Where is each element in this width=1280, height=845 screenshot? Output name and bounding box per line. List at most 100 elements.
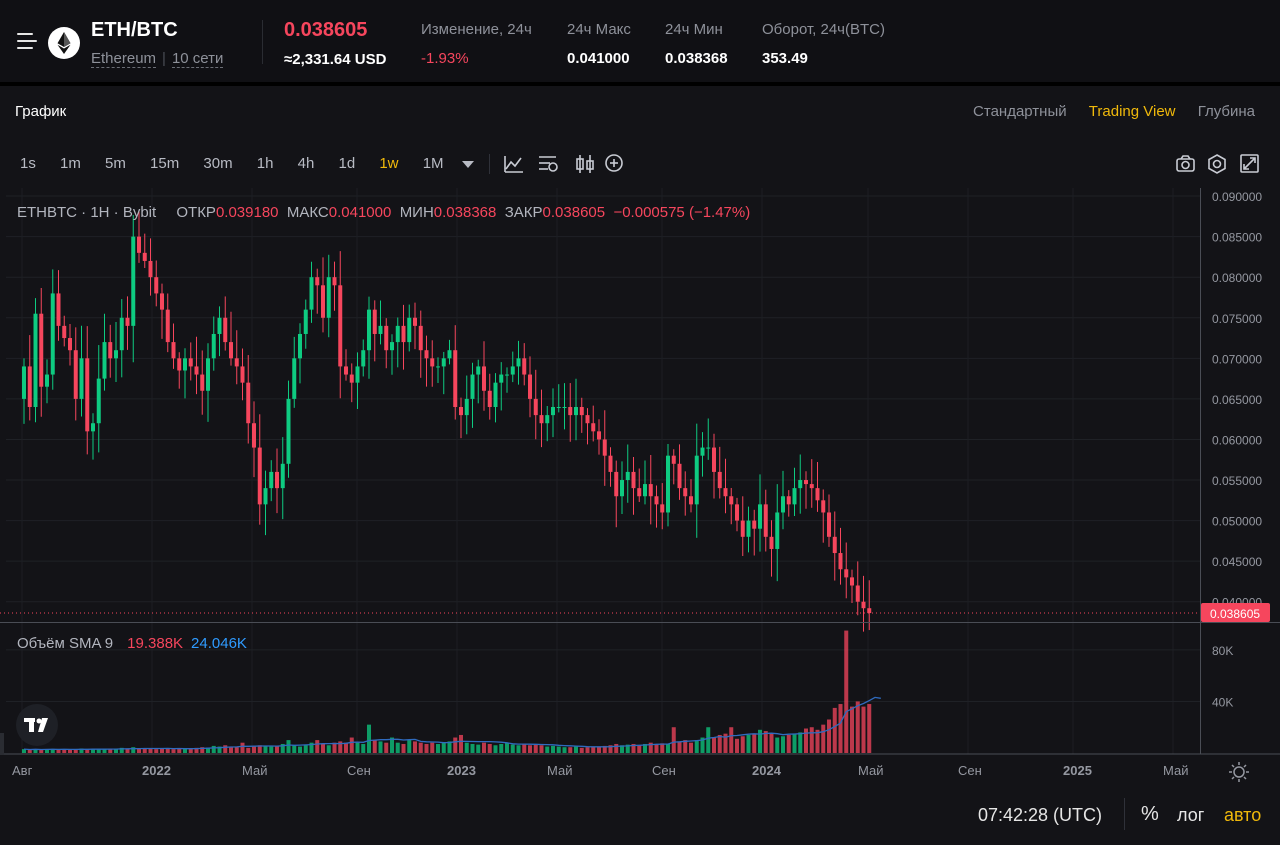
volume-bar: [677, 741, 682, 753]
volume-bar: [648, 742, 653, 753]
time-tick-label: Авг: [12, 763, 33, 778]
volume-bar: [206, 747, 210, 753]
add-indicator-icon[interactable]: [605, 154, 623, 172]
candle-body: [562, 407, 567, 408]
candle-body: [344, 366, 348, 375]
view-standard[interactable]: Стандартный: [973, 103, 1067, 120]
volume-bar: [597, 746, 601, 753]
toolbar-divider: [489, 154, 490, 174]
last-price-label: 0.038605: [1210, 607, 1260, 621]
volume-bar: [855, 701, 860, 753]
stat-high-24h: 24ч Макс 0.041000: [567, 21, 631, 67]
volume-bar: [482, 742, 486, 753]
candle-body: [39, 313, 44, 387]
timeframe-1M[interactable]: 1M: [422, 155, 444, 172]
volume-bar: [533, 743, 538, 753]
volume-bar: [298, 746, 302, 753]
chart-axes: 0.090000 0.085000 0.080000 0.075000 0.070000…: [0, 188, 1280, 778]
chart-view-switcher: Стандартный Trading View Глубина: [955, 103, 1255, 120]
volume-bar: [332, 742, 337, 753]
stat-change-24h: Изменение, 24ч -1.93%: [421, 21, 532, 67]
timeframe-1h[interactable]: 1h: [256, 155, 274, 172]
volume-bar: [499, 743, 504, 753]
timeframe-4h[interactable]: 4h: [297, 155, 315, 172]
candle-body: [648, 484, 653, 497]
candle-body: [769, 536, 774, 549]
time-axis-settings-icon[interactable]: [1228, 761, 1250, 783]
percent-scale-toggle[interactable]: %: [1141, 803, 1159, 825]
tradingview-logo-icon[interactable]: [16, 704, 58, 746]
volume-bar: [505, 742, 509, 753]
candle-body: [551, 407, 555, 416]
volume-bar: [292, 745, 297, 753]
timeframe-1m[interactable]: 1m: [60, 155, 81, 172]
candle-body: [50, 293, 55, 375]
volume-bar: [361, 743, 366, 753]
candle-body: [378, 325, 383, 334]
volume-bar: [769, 733, 774, 753]
pair-symbol[interactable]: ETH/BTC: [91, 19, 178, 41]
candles-type-icon[interactable]: [576, 155, 594, 173]
candle-body: [68, 338, 72, 351]
volume-tick-label: 80K: [1212, 644, 1233, 658]
settings-gear-icon[interactable]: [1208, 154, 1226, 174]
view-depth[interactable]: Глубина: [1197, 103, 1255, 120]
candle-body: [821, 500, 826, 513]
candle-body: [683, 488, 688, 497]
candle-body: [108, 342, 113, 359]
time-tick-label: 2025: [1063, 763, 1092, 778]
candle-body: [372, 309, 377, 334]
chart-settings-icon[interactable]: [539, 156, 558, 172]
candle-body: [280, 463, 285, 489]
price-tick-label: 0.055000: [1212, 474, 1262, 488]
timeframe-15m[interactable]: 15m: [150, 155, 180, 172]
coin-name-link[interactable]: Ethereum: [91, 50, 157, 68]
candle-body: [775, 512, 780, 549]
candle-body: [568, 407, 573, 416]
indicators-icon[interactable]: [504, 156, 523, 173]
candle-body: [401, 325, 406, 343]
price-chart[interactable]: 0.090000 0.085000 0.080000 0.075000 0.070000…: [0, 188, 1280, 788]
candle-body: [114, 350, 118, 359]
volume-bar: [418, 742, 423, 753]
candle-body: [602, 439, 607, 456]
view-tradingview[interactable]: Trading View: [1088, 103, 1176, 120]
candle-body: [700, 447, 705, 456]
volume-bar: [528, 745, 532, 753]
timeframe-1w[interactable]: 1w: [379, 155, 399, 172]
side-panel-toggle[interactable]: [0, 733, 4, 755]
high-label: МАКС: [286, 204, 329, 221]
market-header: ETH/BTC Ethereum | 10 сети 0.038605 ≈2,331…: [0, 0, 1280, 86]
candle-body: [252, 423, 256, 448]
volume-bar: [401, 743, 406, 753]
volume-bar: [867, 704, 872, 753]
volume-bar: [280, 743, 285, 753]
volume-bar: [746, 734, 751, 753]
candle-body: [206, 358, 210, 391]
fullscreen-icon[interactable]: [1240, 154, 1259, 173]
volume-bar: [344, 742, 348, 753]
auto-scale-toggle[interactable]: авто: [1224, 805, 1262, 825]
camera-icon[interactable]: [1176, 155, 1195, 172]
timeframe-1d[interactable]: 1d: [338, 155, 356, 172]
candle-body: [384, 325, 389, 351]
candle-body: [194, 366, 199, 375]
volume-bar: [763, 731, 768, 753]
menu-icon[interactable]: [17, 33, 37, 49]
time-tick-label: Сен: [652, 763, 676, 778]
candle-body: [125, 317, 130, 326]
volume-bar: [752, 733, 757, 753]
candle-body: [809, 484, 814, 489]
candle-body: [326, 277, 331, 318]
candle-body: [579, 407, 584, 416]
candle-body: [298, 333, 302, 359]
volume-bar: [378, 741, 383, 753]
time-tick-label: 2022: [142, 763, 171, 778]
timeframe-dropdown-icon[interactable]: [461, 160, 474, 168]
timeframe-5m[interactable]: 5m: [105, 155, 126, 172]
log-scale-toggle[interactable]: лог: [1177, 805, 1205, 825]
candle-body: [735, 504, 739, 521]
timeframe-30m[interactable]: 30m: [203, 155, 233, 172]
networks-link[interactable]: 10 сети: [171, 50, 224, 68]
timeframe-1s[interactable]: 1s: [20, 155, 36, 172]
